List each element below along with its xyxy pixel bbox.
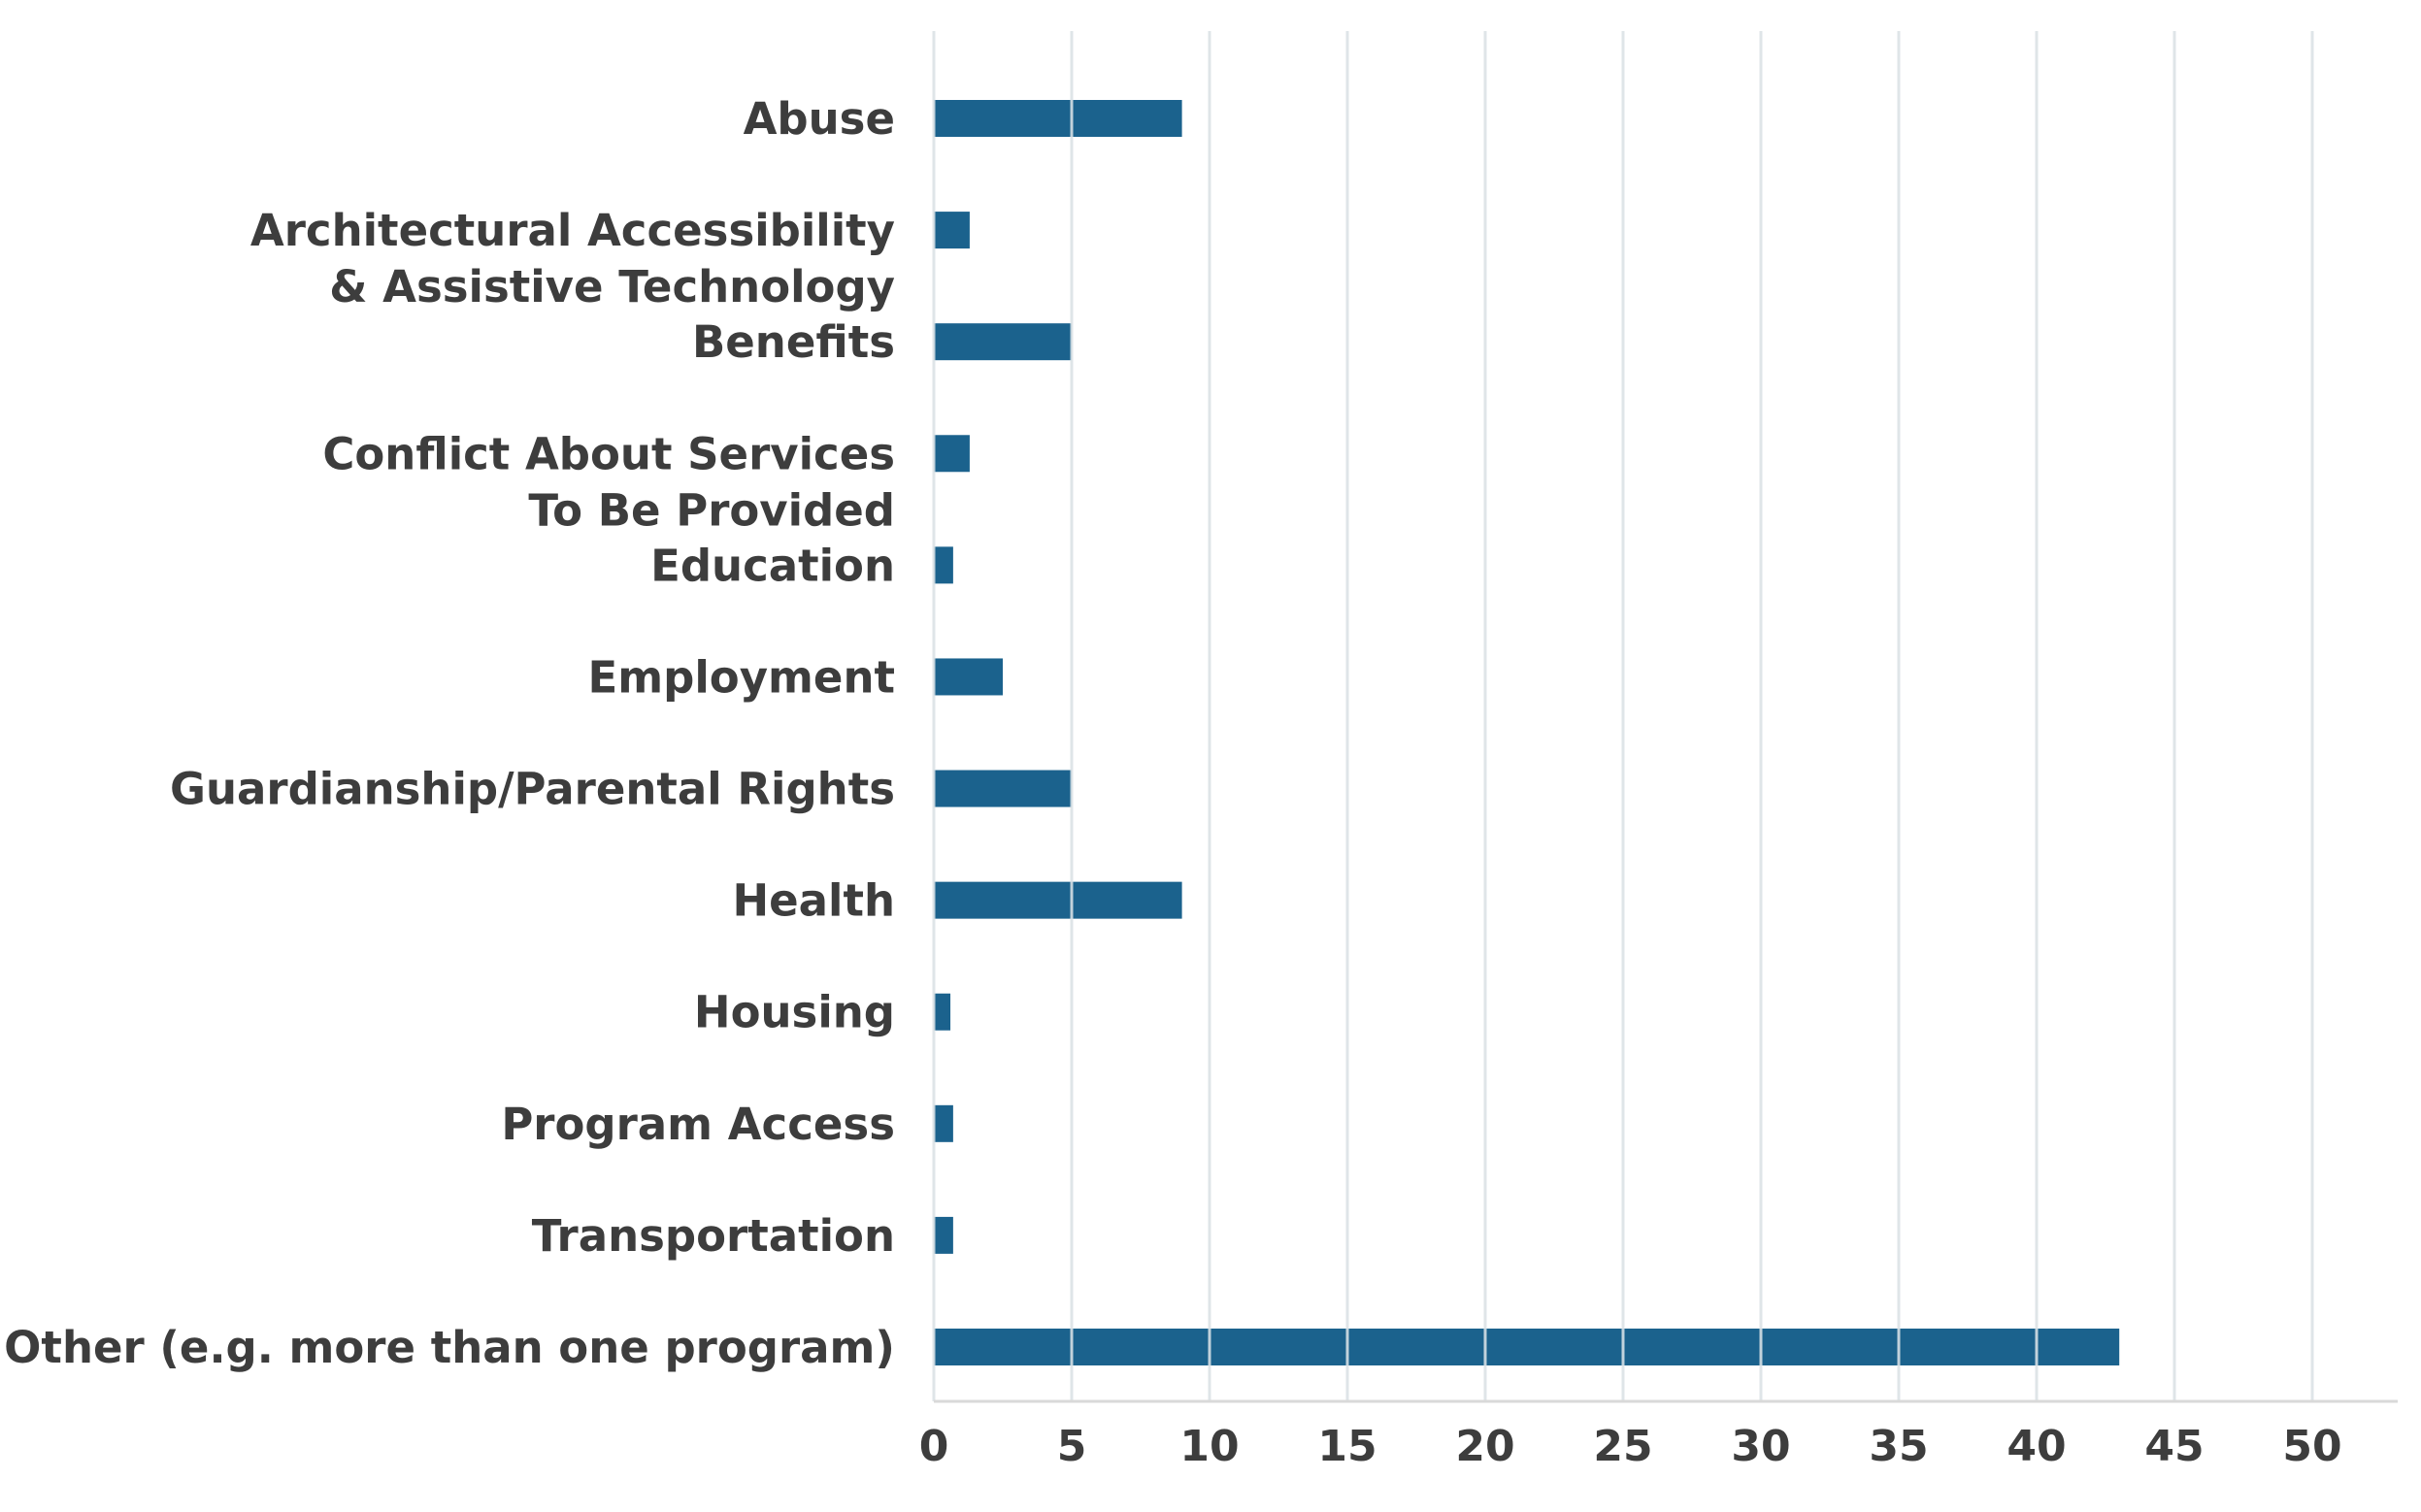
x-tick-label: 15 bbox=[1317, 1422, 1376, 1471]
category-label-line: Education bbox=[650, 540, 895, 591]
category-label-line: Transportation bbox=[532, 1210, 895, 1262]
bar bbox=[934, 658, 1003, 696]
bar bbox=[934, 993, 951, 1031]
x-tick-label: 25 bbox=[1593, 1422, 1652, 1471]
x-tick-label: 45 bbox=[2144, 1422, 2204, 1471]
category-label-line: Abuse bbox=[744, 93, 895, 145]
category-label: Housing bbox=[694, 987, 895, 1038]
x-tick-label: 5 bbox=[1057, 1422, 1087, 1471]
bar bbox=[934, 323, 1072, 361]
x-tick-label: 0 bbox=[919, 1422, 949, 1471]
category-label: Other (e.g. more than one program) bbox=[4, 1322, 895, 1373]
category-label: Education bbox=[650, 540, 895, 591]
x-tick-label: 35 bbox=[1869, 1422, 1928, 1471]
category-label: Employment bbox=[588, 651, 895, 703]
bar bbox=[934, 212, 970, 249]
category-label-line: Program Access bbox=[501, 1099, 895, 1150]
category-label-line: To Be Provided bbox=[528, 484, 895, 536]
bars bbox=[932, 31, 2314, 1401]
x-tick-label: 40 bbox=[2006, 1422, 2066, 1471]
category-label-line: & Assistive Technology bbox=[329, 261, 895, 312]
category-label-line: Architectural Accessibility bbox=[250, 205, 895, 256]
x-tick-label: 10 bbox=[1179, 1422, 1239, 1471]
category-label-line: Health bbox=[732, 875, 895, 927]
category-label-line: Other (e.g. more than one program) bbox=[4, 1322, 895, 1373]
category-label: Benefits bbox=[692, 316, 895, 368]
bar bbox=[934, 1329, 2120, 1365]
category-label: Transportation bbox=[532, 1210, 895, 1262]
category-label-line: Guardianship/Parental Rights bbox=[170, 764, 895, 815]
bar bbox=[934, 770, 1072, 807]
category-labels: Abuse Architectural Accessibility & Assist… bbox=[4, 93, 895, 1373]
x-tick-label: 50 bbox=[2282, 1422, 2341, 1471]
bar bbox=[934, 881, 1182, 919]
bar bbox=[934, 435, 970, 473]
category-label: Guardianship/Parental Rights bbox=[170, 764, 895, 815]
category-label-line: Conflict About Services bbox=[322, 428, 895, 479]
x-tick-label: 30 bbox=[1731, 1422, 1790, 1471]
category-label: Health bbox=[732, 875, 895, 927]
category-label-line: Benefits bbox=[692, 316, 895, 368]
category-label-line: Employment bbox=[588, 651, 895, 703]
category-label: Architectural Accessibility & Assistive T… bbox=[250, 205, 895, 312]
category-label: Abuse bbox=[744, 93, 895, 145]
bar bbox=[934, 1104, 953, 1142]
x-axis: 0 5 10 15 20 25 30 35 40 45 50 bbox=[919, 1399, 2398, 1471]
bar bbox=[934, 100, 1182, 137]
bar bbox=[934, 1216, 953, 1254]
category-label: Conflict About Services To Be Provided bbox=[322, 428, 895, 536]
category-label-line: Housing bbox=[694, 987, 895, 1038]
bar bbox=[934, 546, 953, 584]
category-label: Program Access bbox=[501, 1099, 895, 1150]
x-tick-label: 20 bbox=[1455, 1422, 1514, 1471]
